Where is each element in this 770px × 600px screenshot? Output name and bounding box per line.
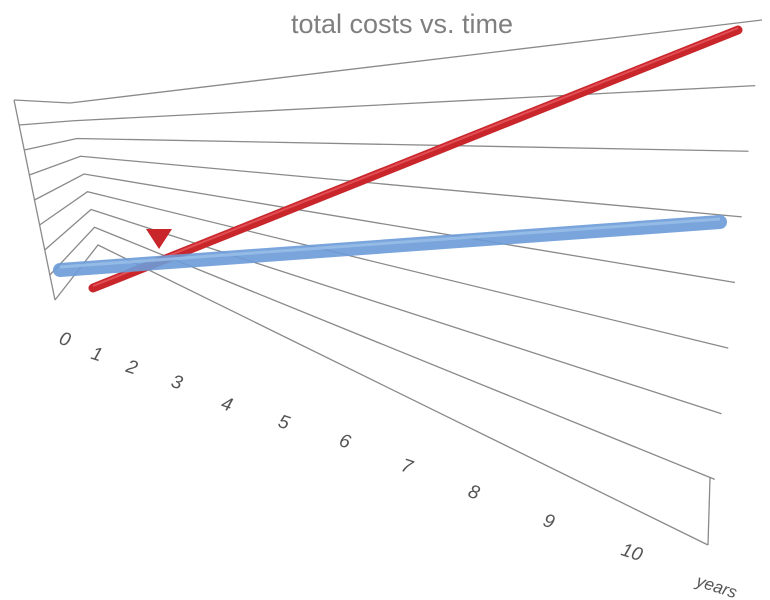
x-axis-label: years [693,571,740,600]
series-layer [53,25,743,293]
grid [13,19,763,546]
gridline-6 [24,137,749,152]
x-tick-label: 3 [168,371,185,394]
x-tick-label: 4 [218,393,235,416]
gridline-4 [34,173,736,284]
x-tick-label: 0 [56,328,73,351]
gridline-3 [39,191,729,349]
gridline-1 [49,226,715,480]
x-tick-labels: 012 3 4 5 6 7 8 9 10 [56,328,645,566]
chart-title: total costs vs. time [291,9,513,39]
x-tick-label: 7 [398,455,416,479]
x-tick-label: 1 [88,343,105,366]
y-axis-edge [13,99,56,301]
series-0-line [88,25,743,293]
annotation-marker-0 [146,229,172,249]
annotation-layer [146,229,172,249]
series-0-highlight [92,27,739,287]
x-tick-label: 8 [465,481,482,504]
x-tick-label: 5 [275,411,292,434]
gridline-2 [44,208,722,415]
gridline-8 [13,19,763,104]
gridline-7 [19,84,756,126]
gridline-0 [54,244,709,546]
x-tick-label: 10 [618,540,645,567]
x-tick-label: 2 [122,356,140,380]
x-tick-label: 6 [336,430,353,453]
right-edge [707,477,711,546]
series-1-line [53,215,727,277]
x-tick-label: 9 [540,510,557,533]
gridline-5 [29,155,742,218]
series-1-highlight [59,217,721,269]
